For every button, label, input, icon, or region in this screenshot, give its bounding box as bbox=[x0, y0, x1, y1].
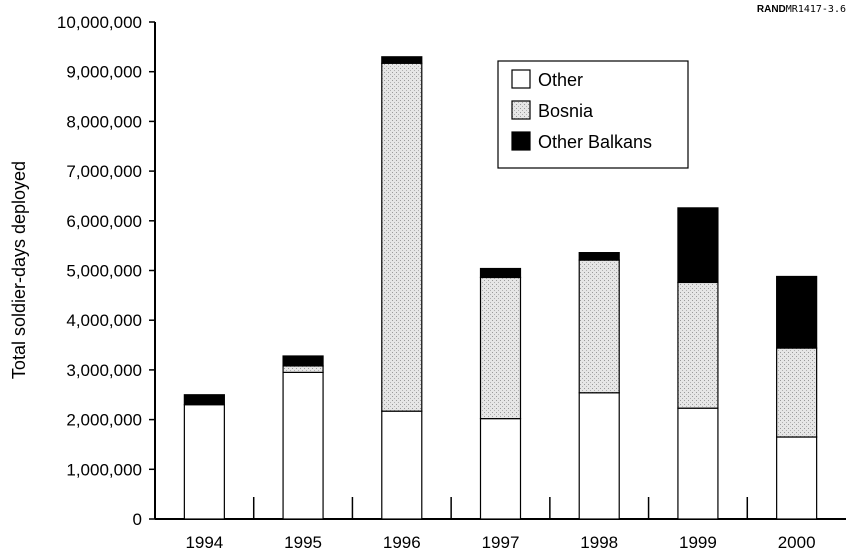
bar-segment-other-balkans-1994 bbox=[183, 394, 225, 406]
y-tick-label: 0 bbox=[133, 510, 142, 529]
legend-label-other: Other bbox=[538, 70, 583, 90]
bar-segment-bosnia-1997 bbox=[479, 276, 522, 420]
y-tick-label: 5,000,000 bbox=[66, 262, 142, 281]
source-tag: RANDMR1417-3.6 bbox=[757, 4, 846, 15]
bar-segment-other-balkans-2000 bbox=[776, 275, 818, 349]
bar-segment-other-1994 bbox=[183, 404, 225, 520]
x-tick-label: 2000 bbox=[778, 533, 816, 552]
legend-swatch-bosnia bbox=[511, 100, 531, 120]
bar-segment-other-2000 bbox=[776, 436, 818, 520]
bar-segment-other-balkans-1999 bbox=[677, 207, 719, 284]
y-axis: 0 1,000,000 2,000,000 3,000,000 4,000,000 5,0… bbox=[57, 13, 156, 529]
x-tick-label: 1996 bbox=[383, 533, 421, 552]
y-tick-label: 3,000,000 bbox=[66, 361, 142, 380]
x-tick-label: 1998 bbox=[580, 533, 618, 552]
y-tick-label: 6,000,000 bbox=[66, 212, 142, 231]
bar-segment-other-balkans-1998 bbox=[578, 252, 620, 261]
bars bbox=[183, 56, 818, 520]
bar-segment-other-1996 bbox=[381, 410, 423, 520]
y-tick-label: 1,000,000 bbox=[66, 460, 142, 479]
bar-segment-other-balkans-1995 bbox=[282, 355, 324, 367]
legend: Other Bosnia Other Balkans bbox=[497, 60, 689, 169]
y-tick-label: 2,000,000 bbox=[66, 411, 142, 430]
bar-segment-bosnia-1995 bbox=[282, 365, 324, 373]
bar-segment-bosnia-1998 bbox=[578, 259, 620, 394]
bar-segment-bosnia-1996 bbox=[381, 62, 423, 412]
y-tick-label: 10,000,000 bbox=[57, 13, 142, 32]
bar-segment-other-balkans-1997 bbox=[479, 267, 522, 279]
legend-swatch-other-balkans bbox=[511, 131, 531, 151]
bar-segment-bosnia-2000 bbox=[776, 347, 818, 438]
bar-segment-bosnia-1999 bbox=[677, 281, 719, 409]
x-tick-label: 1999 bbox=[679, 533, 717, 552]
bar-segment-other-1998 bbox=[578, 392, 620, 520]
y-tick-label: 7,000,000 bbox=[66, 162, 142, 181]
legend-swatch-other bbox=[511, 69, 531, 89]
y-axis-title: Total soldier-days deployed bbox=[9, 161, 29, 379]
y-tick-label: 8,000,000 bbox=[66, 112, 142, 131]
bar-segment-other-1997 bbox=[479, 418, 522, 520]
x-tick-label: 1994 bbox=[185, 533, 223, 552]
legend-label-bosnia: Bosnia bbox=[538, 101, 594, 121]
x-tick-label: 1997 bbox=[482, 533, 520, 552]
legend-label-other-balkans: Other Balkans bbox=[538, 132, 652, 152]
x-tick-label: 1995 bbox=[284, 533, 322, 552]
bar-segment-other-1995 bbox=[282, 371, 324, 520]
bar-segment-other-balkans-1996 bbox=[381, 56, 423, 64]
y-tick-label: 4,000,000 bbox=[66, 311, 142, 330]
y-tick-label: 9,000,000 bbox=[66, 63, 142, 82]
bar-segment-other-1999 bbox=[677, 407, 719, 520]
